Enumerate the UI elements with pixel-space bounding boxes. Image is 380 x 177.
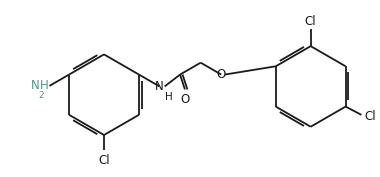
Text: 2: 2 — [39, 91, 44, 100]
Text: Cl: Cl — [364, 110, 376, 123]
Text: O: O — [217, 68, 226, 81]
Text: Cl: Cl — [305, 15, 317, 28]
Text: N: N — [31, 79, 40, 92]
Text: Cl: Cl — [98, 154, 110, 167]
Text: H: H — [165, 92, 173, 102]
Text: H: H — [40, 79, 48, 92]
Text: N: N — [155, 80, 164, 93]
Text: O: O — [180, 93, 190, 105]
